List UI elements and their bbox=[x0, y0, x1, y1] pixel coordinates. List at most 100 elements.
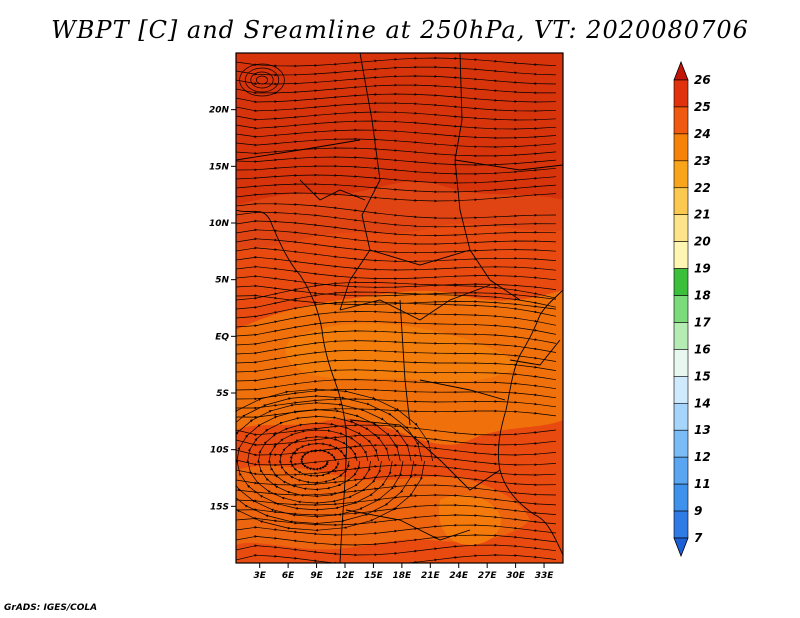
streamline-north bbox=[236, 92, 557, 104]
colorbar-box bbox=[673, 295, 689, 323]
lat-label: 10S bbox=[210, 446, 229, 456]
colorbar-label: 21 bbox=[694, 208, 711, 222]
map-title: WBPT [C] and Sreamline at 250hPa, VT: 20… bbox=[51, 16, 749, 44]
colorbar-label: 22 bbox=[694, 181, 711, 195]
colorbar-box bbox=[673, 322, 689, 350]
streamline-north bbox=[236, 74, 557, 86]
colorbar-label: 11 bbox=[694, 477, 711, 491]
streamline-north bbox=[236, 155, 557, 167]
coastline-east bbox=[497, 289, 563, 556]
border-line-4 bbox=[369, 249, 471, 266]
border-line-3 bbox=[236, 139, 361, 161]
lon-label: 12E bbox=[336, 571, 356, 581]
colorbar: 26 25 24 23 22 21 20 19 18 17 16 15 14 13 12 11 9 7 bbox=[673, 60, 711, 558]
colorbar-label: 12 bbox=[694, 450, 711, 464]
lat-label: 5N bbox=[215, 276, 229, 286]
latitude-axis: 20N 15N 10N 5N EQ 5S 10S 15S bbox=[209, 106, 236, 512]
colorbar-label: 24 bbox=[694, 127, 711, 141]
lat-label: 20N bbox=[209, 106, 230, 116]
streamline-equatorial bbox=[236, 319, 557, 337]
streamline-equatorial bbox=[236, 349, 557, 364]
colorbar-box bbox=[673, 376, 689, 404]
colorbar-label: 19 bbox=[694, 262, 711, 276]
border-line-11 bbox=[509, 339, 561, 366]
colorbar-box bbox=[673, 79, 689, 108]
lon-label: 15E bbox=[364, 571, 384, 581]
colorbar-arrow-top bbox=[673, 60, 689, 81]
border-line-5 bbox=[339, 284, 491, 321]
colorbar-box bbox=[673, 402, 689, 431]
country-borders bbox=[236, 53, 563, 563]
colorbar-label: 7 bbox=[694, 531, 703, 545]
colorbar-label: 16 bbox=[694, 342, 711, 356]
lon-label: 18E bbox=[393, 571, 413, 581]
streamline-equatorial bbox=[236, 290, 557, 310]
streamline-equatorial bbox=[236, 329, 557, 346]
lon-label: 33E bbox=[535, 571, 555, 581]
colorbar-label: 13 bbox=[694, 423, 711, 437]
border-line-2 bbox=[454, 53, 521, 301]
streamline-equatorial bbox=[236, 300, 557, 319]
colorbar-box bbox=[673, 133, 689, 162]
colorbar-box bbox=[673, 349, 689, 377]
lon-label: 30E bbox=[506, 571, 526, 581]
lon-label: 9E bbox=[310, 571, 323, 581]
colorbar-box bbox=[673, 456, 689, 485]
streamline-north bbox=[236, 182, 557, 194]
colorbar-label: 15 bbox=[694, 369, 711, 383]
lat-label: 10N bbox=[209, 219, 230, 229]
streamline-north bbox=[236, 83, 556, 95]
streamline-south bbox=[236, 543, 557, 557]
streamline-vortex-north bbox=[239, 63, 285, 97]
colorbar-label: 17 bbox=[694, 315, 711, 329]
colorbar-box bbox=[673, 268, 689, 296]
lon-label: 6E bbox=[282, 571, 295, 581]
border-line-8 bbox=[399, 299, 411, 426]
colorbar-label: 25 bbox=[694, 100, 711, 114]
colorbar-box bbox=[673, 241, 689, 269]
lon-label: 24E bbox=[449, 571, 469, 581]
colorbar-box bbox=[673, 106, 689, 135]
longitude-axis: 3E 6E 9E 12E 15E 18E 21E 24E 27E 30E 33E bbox=[253, 563, 554, 581]
colorbar-label: 14 bbox=[694, 396, 711, 410]
streamline-north bbox=[236, 164, 557, 176]
streamline-equatorial bbox=[236, 368, 557, 383]
streamline-vortex-north bbox=[244, 67, 280, 93]
map-field bbox=[236, 53, 563, 563]
map-frame bbox=[235, 52, 564, 564]
colorbar-box bbox=[673, 429, 689, 458]
colorbar-box bbox=[673, 160, 689, 189]
border-line-10 bbox=[454, 159, 563, 171]
grads-credit: GrADS: IGES/COLA bbox=[4, 603, 98, 613]
streamline-equatorial bbox=[236, 378, 557, 392]
lat-label: EQ bbox=[215, 332, 229, 342]
colorbar-label: 20 bbox=[694, 235, 711, 249]
colorbar-label: 9 bbox=[694, 504, 702, 518]
lat-label: 15N bbox=[209, 162, 230, 172]
streamline-equatorial bbox=[236, 358, 557, 373]
border-line-12 bbox=[419, 379, 506, 401]
colorbar-arrow-bottom bbox=[673, 537, 689, 558]
streamline-vortex-north bbox=[256, 75, 268, 85]
lon-label: 21E bbox=[421, 571, 441, 581]
streamline-vortex-north bbox=[250, 71, 274, 89]
colorbar-box bbox=[673, 187, 689, 216]
streamline-north bbox=[236, 191, 557, 203]
streamline-equatorial bbox=[236, 310, 557, 328]
streamline-north bbox=[236, 101, 557, 113]
lon-label: 27E bbox=[478, 571, 498, 581]
border-line-1 bbox=[339, 53, 381, 311]
border-line-9 bbox=[299, 179, 366, 201]
colorbar-box bbox=[673, 214, 689, 242]
border-line-7 bbox=[345, 509, 471, 541]
streamline-north bbox=[236, 173, 557, 185]
colorbar-label: 26 bbox=[694, 73, 711, 87]
lat-label: 5S bbox=[216, 389, 229, 399]
streamline-equatorial bbox=[236, 339, 557, 355]
coastline-west bbox=[236, 209, 347, 563]
lat-label: 15S bbox=[210, 502, 229, 512]
lon-label: 3E bbox=[253, 571, 266, 581]
border-line-6 bbox=[349, 419, 501, 491]
colorbar-box bbox=[673, 483, 689, 512]
